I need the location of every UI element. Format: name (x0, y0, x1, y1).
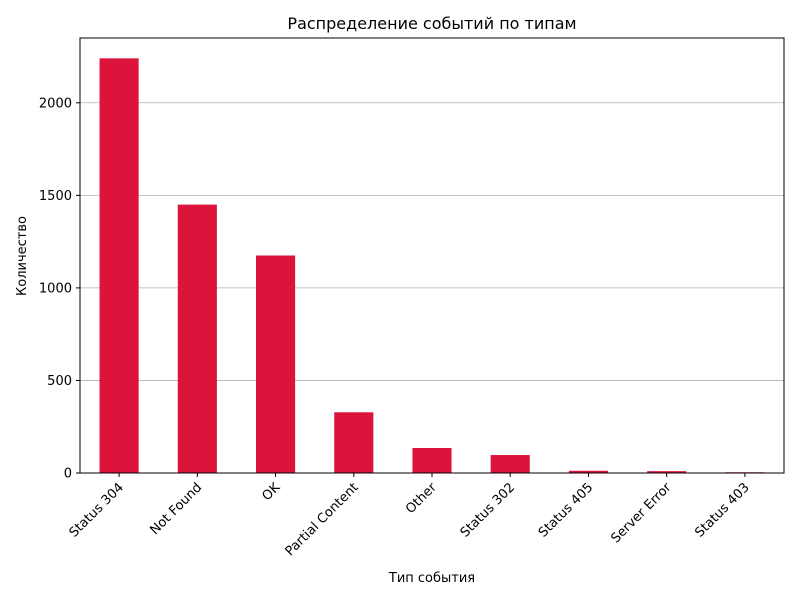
x-tick-label: Status 403 (692, 480, 752, 540)
x-tick-label: Partial Content (283, 480, 362, 559)
y-tick-label: 1000 (39, 281, 72, 296)
bar (256, 255, 296, 473)
x-tick-label: Server Error (608, 480, 675, 547)
y-axis-label: Количество (15, 216, 30, 296)
bar (177, 204, 217, 473)
y-tick-label: 1500 (39, 189, 72, 204)
x-tick-label: Not Found (147, 480, 205, 538)
bar (99, 58, 139, 474)
y-tick-label: 500 (47, 374, 72, 389)
bar (490, 455, 530, 473)
x-tick-label: Other (403, 480, 440, 517)
bar (412, 448, 452, 473)
bar (647, 471, 687, 473)
bars (99, 58, 765, 474)
bar (568, 470, 608, 473)
bar (334, 412, 374, 473)
x-axis-ticks: Status 304 Not Found OK Partial Content Othe… (67, 473, 753, 559)
y-axis-ticks: 0 500 1000 1500 2000 (39, 96, 80, 482)
y-tick-label: 2000 (39, 96, 72, 111)
x-tick-label: Status 405 (536, 480, 596, 540)
x-tick-label: Status 304 (67, 480, 127, 540)
x-tick-label: OK (260, 480, 284, 504)
chart-title: Распределение событий по типам (287, 14, 576, 33)
x-tick-label: Status 302 (458, 480, 518, 540)
x-axis-label: Тип события (388, 571, 475, 586)
y-tick-label: 0 (64, 467, 72, 482)
